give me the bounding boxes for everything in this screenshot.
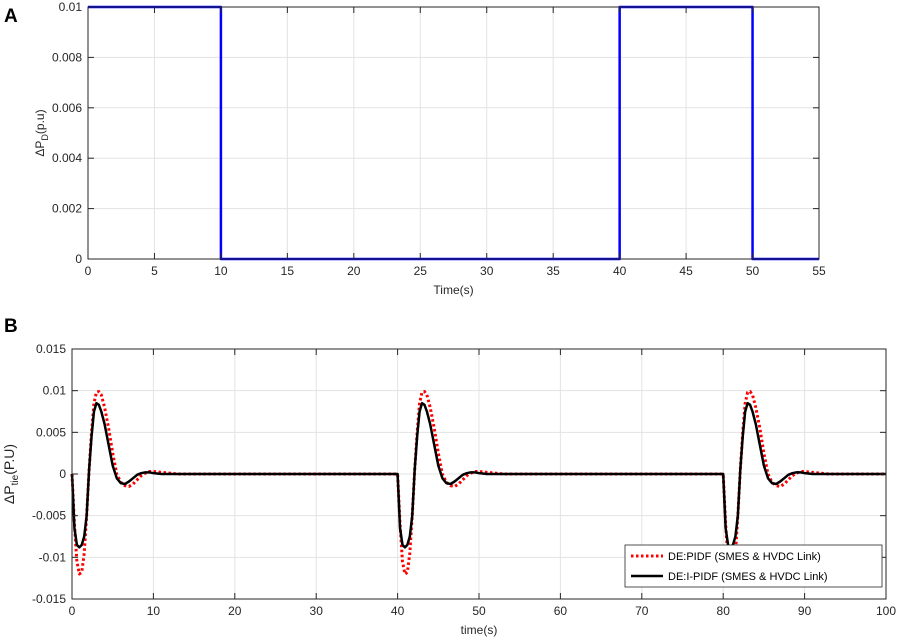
- y-tick-label: 0.01: [59, 0, 83, 14]
- y-tick-label: 0.015: [36, 342, 66, 356]
- x-tick-label: 30: [310, 604, 324, 618]
- x-tick-label: 50: [472, 604, 486, 618]
- x-tick-label: 30: [480, 264, 494, 278]
- x-tick-label: 0: [85, 264, 92, 278]
- y-tick-label: 0: [75, 252, 82, 266]
- x-tick-label: 20: [228, 604, 242, 618]
- panel-label-b: B: [4, 316, 18, 337]
- x-tick-label: 70: [635, 604, 649, 618]
- x-tick-label: 80: [717, 604, 731, 618]
- x-tick-label: 100: [876, 604, 896, 618]
- chart-a: 0 5 10 15 20 25 30 35 40 45 50 55 00.0020.0040.0060…: [33, 0, 826, 297]
- y-tick-label: 0.006: [52, 101, 82, 115]
- x-tick-label: 10: [147, 604, 161, 618]
- y-tick-label: 0.005: [36, 425, 66, 439]
- legend-label-ipidf: DE:I-PIDF (SMES & HVDC Link): [668, 571, 828, 583]
- grid-a: [88, 7, 819, 259]
- series-line-b-1: [70, 401, 886, 549]
- x-tick-label: 45: [679, 264, 693, 278]
- y-axis-label-b: ΔPtie(P.U): [1, 444, 21, 504]
- x-tick-label: 90: [798, 604, 812, 618]
- y-tick-label: 0: [59, 467, 66, 481]
- x-ticks-a: 0 5 10 15 20 25 30 35 40 45 50 55: [85, 7, 826, 278]
- x-tick-label: 0: [69, 604, 76, 618]
- series-line-a-0: [88, 5, 819, 261]
- y-axis-label-a: ΔPD(p.u): [33, 109, 50, 156]
- series-group-b: [70, 390, 886, 576]
- x-tick-label: 40: [391, 604, 405, 618]
- series-group-a: [88, 5, 819, 261]
- x-tick-label: 5: [151, 264, 158, 278]
- x-tick-label: 35: [547, 264, 561, 278]
- y-tick-label: -0.005: [32, 509, 66, 523]
- legend-label-pidf: DE:PIDF (SMES & HVDC Link): [668, 551, 821, 563]
- x-ticks-b: 0 10 20 30 40 50 60 70 80 90 100: [69, 349, 896, 618]
- chart-b: 0 10 20 30 40 50 60 70 80 90 100 -0.015 -0.01 -0.005…: [1, 342, 896, 637]
- y-tick-label: -0.01: [39, 550, 67, 564]
- y-tick-label: 0.008: [52, 50, 82, 64]
- y-tick-label: 0.002: [52, 202, 82, 216]
- y-tick-label: 0.01: [43, 384, 67, 398]
- x-tick-label: 55: [812, 264, 826, 278]
- series-line-b-0: [70, 390, 886, 576]
- y-ticks-a: 0 0.002 0.004 0.006 0.008 0.01: [52, 0, 819, 266]
- x-axis-label-b: time(s): [461, 623, 498, 637]
- x-tick-label: 25: [414, 264, 428, 278]
- y-ticks-b: -0.015 -0.01 -0.005 0 0.005 0.01 0.015: [32, 342, 886, 606]
- y-tick-label: 0.004: [52, 151, 82, 165]
- plot-frame-a: [87, 6, 820, 260]
- x-tick-label: 60: [554, 604, 568, 618]
- plot-area-a: [88, 7, 819, 259]
- y-tick-label: -0.015: [32, 592, 66, 606]
- x-tick-label: 20: [347, 264, 361, 278]
- x-tick-label: 10: [214, 264, 228, 278]
- grid-b: [72, 349, 886, 599]
- x-tick-label: 40: [613, 264, 627, 278]
- panel-label-a: A: [4, 6, 18, 27]
- legend-box: [624, 544, 883, 588]
- x-tick-label: 50: [746, 264, 760, 278]
- x-axis-label-a: Time(s): [433, 283, 473, 297]
- x-tick-label: 15: [281, 264, 295, 278]
- legend: DE:PIDF (SMES & HVDC Link) DE:I-PIDF (SM…: [624, 544, 883, 588]
